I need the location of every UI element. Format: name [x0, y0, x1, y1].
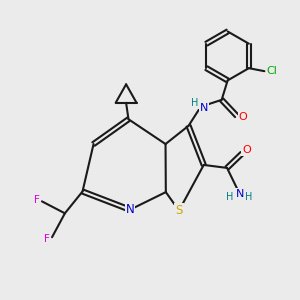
Text: N: N	[126, 203, 134, 216]
Text: O: O	[242, 145, 251, 155]
Text: F: F	[44, 234, 50, 244]
Text: Cl: Cl	[266, 66, 277, 76]
Text: N: N	[200, 103, 208, 113]
Text: S: S	[175, 204, 183, 217]
Text: H: H	[226, 192, 233, 202]
Text: N: N	[236, 189, 244, 199]
Text: H: H	[190, 98, 198, 108]
Text: O: O	[239, 112, 248, 122]
Text: F: F	[34, 195, 40, 205]
Text: H: H	[245, 192, 252, 202]
